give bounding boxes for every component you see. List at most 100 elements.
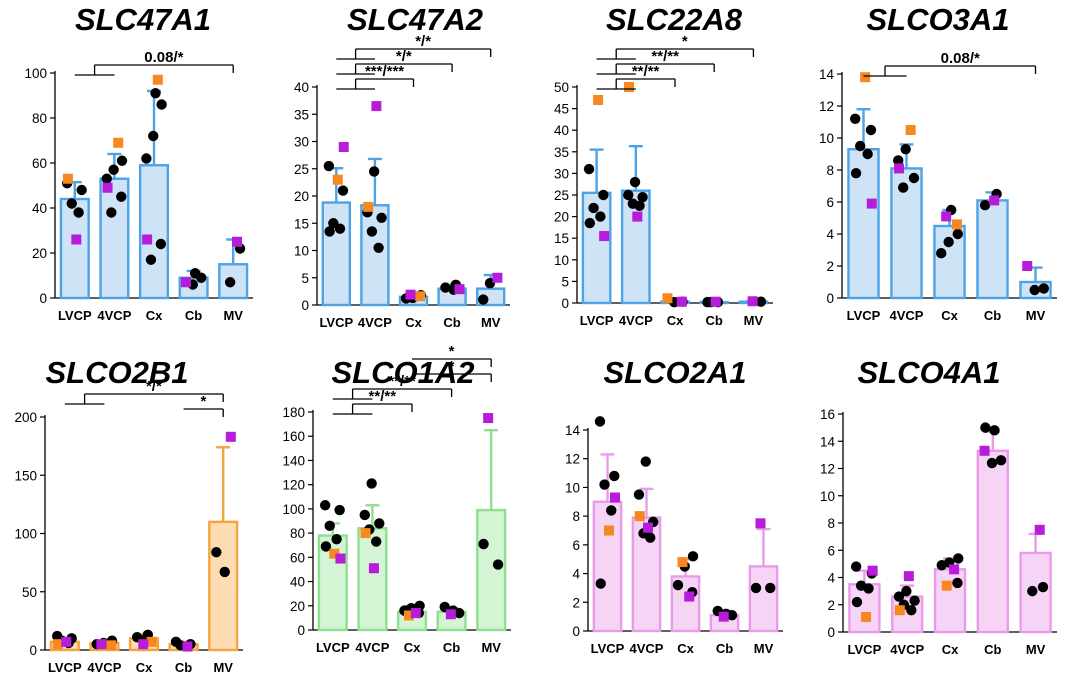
y-tick-label: 30 bbox=[294, 135, 309, 150]
y-tick-label: 60 bbox=[32, 156, 47, 171]
panel-title: SLCO2B1 bbox=[46, 355, 189, 390]
y-tick-label: 100 bbox=[282, 502, 305, 517]
data-point-square bbox=[941, 580, 952, 591]
data-point bbox=[334, 504, 345, 516]
data-point bbox=[106, 207, 117, 218]
data-point bbox=[901, 585, 912, 597]
data-point bbox=[366, 226, 378, 237]
data-point bbox=[76, 184, 87, 196]
data-point bbox=[323, 160, 335, 172]
data-point bbox=[366, 478, 377, 489]
data-point bbox=[211, 546, 222, 558]
data-point bbox=[320, 541, 332, 552]
significance-label: **/** bbox=[651, 48, 679, 65]
y-tick-label: 6 bbox=[827, 543, 835, 558]
y-tick-label: 20 bbox=[290, 599, 305, 614]
y-tick-label: 80 bbox=[32, 111, 47, 126]
data-point-square bbox=[684, 591, 695, 602]
y-tick-label: 100 bbox=[24, 66, 47, 81]
data-point bbox=[454, 607, 465, 619]
x-category-label: MV bbox=[223, 308, 243, 323]
data-point bbox=[337, 185, 349, 196]
panel-title: SLC47A2 bbox=[347, 2, 483, 37]
data-point bbox=[936, 560, 947, 571]
y-tick-label: 16 bbox=[820, 407, 835, 422]
data-point-square bbox=[903, 571, 914, 582]
data-point-square bbox=[755, 518, 766, 529]
y-tick-label: 10 bbox=[565, 480, 580, 495]
data-point bbox=[851, 596, 863, 608]
significance-label: **/** bbox=[388, 373, 416, 390]
bar-4vcp bbox=[620, 189, 651, 305]
data-point-square bbox=[634, 511, 645, 522]
data-point-square bbox=[610, 492, 621, 503]
data-point-square bbox=[718, 611, 729, 622]
data-point bbox=[1038, 283, 1049, 294]
chart-panel-6: SLCO1A2 0 20 40 60 80 100 120 140 160 180 LVCP 4VCP C… bbox=[282, 343, 511, 655]
data-point bbox=[637, 191, 648, 203]
data-point bbox=[750, 582, 762, 594]
x-category-label: MV bbox=[744, 313, 764, 328]
y-tick-label: 35 bbox=[554, 145, 569, 160]
y-tick-label: 0 bbox=[39, 291, 47, 306]
data-point-square bbox=[593, 94, 604, 105]
x-category-label: Cx bbox=[941, 308, 958, 323]
data-point bbox=[319, 500, 331, 511]
data-point bbox=[368, 166, 380, 177]
data-point bbox=[376, 212, 387, 223]
y-tick-label: 40 bbox=[294, 80, 309, 95]
panel-title: SLC22A8 bbox=[606, 2, 743, 37]
panel-title: SLCO4A1 bbox=[858, 355, 1001, 390]
x-category-label: Cb bbox=[185, 308, 202, 323]
y-tick-label: 2 bbox=[572, 595, 580, 610]
x-category-label: 4VCP bbox=[358, 315, 392, 330]
data-point bbox=[373, 242, 384, 253]
chart-panel-4: SLCO3A1 0 2 4 6 8 10 12 14 LVCP 4VCP Cx Cb MV 0.08/* bbox=[819, 2, 1057, 323]
x-category-label: MV bbox=[1026, 308, 1046, 323]
data-point-square bbox=[632, 211, 643, 222]
data-point-square bbox=[52, 639, 63, 650]
x-category-label: Cx bbox=[942, 642, 959, 657]
data-point bbox=[145, 254, 157, 265]
x-category-label: Cx bbox=[667, 313, 684, 328]
data-point bbox=[995, 455, 1007, 466]
data-point bbox=[595, 578, 606, 589]
y-tick-label: 100 bbox=[14, 527, 37, 542]
bar-mv bbox=[748, 565, 779, 633]
data-point bbox=[116, 155, 128, 166]
y-tick-label: 5 bbox=[561, 274, 569, 289]
chart-panel-7: SLCO2A1 0 2 4 6 8 10 12 14 LVCP 4VCP Cx Cb MV bbox=[565, 355, 783, 656]
x-category-label: Cx bbox=[405, 315, 422, 330]
y-tick-label: 120 bbox=[282, 478, 305, 493]
y-tick-label: 20 bbox=[294, 189, 309, 204]
y-tick-label: 8 bbox=[827, 516, 835, 531]
data-point-square bbox=[225, 431, 236, 442]
data-point-square bbox=[483, 413, 494, 424]
data-point bbox=[148, 130, 159, 142]
y-tick-label: 50 bbox=[554, 80, 569, 95]
y-tick-label: 10 bbox=[820, 489, 835, 504]
y-tick-label: 45 bbox=[554, 102, 569, 117]
data-point bbox=[765, 582, 776, 594]
y-tick-label: 5 bbox=[301, 271, 309, 286]
x-category-label: Cb bbox=[716, 641, 733, 656]
y-tick-label: 6 bbox=[572, 538, 580, 553]
data-point bbox=[623, 189, 634, 201]
data-point bbox=[196, 272, 207, 283]
y-tick-label: 12 bbox=[820, 462, 835, 477]
data-point bbox=[583, 163, 595, 175]
x-category-label: LVCP bbox=[316, 640, 350, 655]
y-tick-label: 10 bbox=[819, 131, 834, 146]
data-point bbox=[101, 173, 112, 184]
data-point bbox=[324, 226, 335, 237]
data-point-square bbox=[182, 641, 193, 652]
x-category-label: Cb bbox=[175, 660, 192, 675]
data-point-square bbox=[62, 173, 73, 184]
data-point-square bbox=[989, 195, 1000, 206]
data-point bbox=[633, 489, 645, 500]
data-point-square bbox=[405, 289, 416, 300]
x-category-label: Cb bbox=[443, 315, 460, 330]
data-point bbox=[850, 561, 862, 572]
y-tick-label: 25 bbox=[554, 188, 569, 203]
data-point bbox=[359, 509, 370, 521]
